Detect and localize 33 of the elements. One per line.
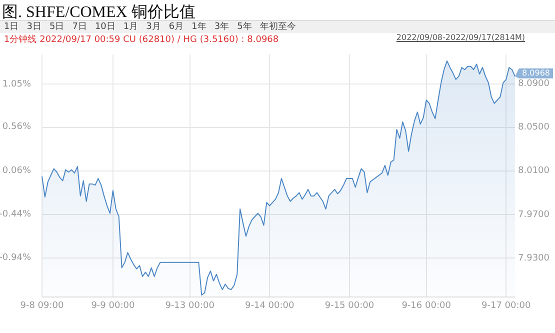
text: 7日	[71, 21, 88, 33]
x-tick-label: 9-14 00:00	[245, 300, 295, 311]
text: 1日	[3, 21, 20, 33]
text: 2022/09/08-2022/09/17(2814M)	[396, 33, 525, 42]
y-tick-label: 7.9300	[518, 253, 550, 264]
x-tick-label: 9-15 00:00	[324, 300, 374, 311]
chart-subtitle: 1分钟线 2022/09/17 00:59 CU (62810) / HG (3.5160) : 8.0968	[4, 34, 279, 46]
text: 10日	[94, 21, 116, 33]
chart-title: 图. SHFE/COMEX 铜价比值	[2, 2, 196, 22]
x-tick-label: 9-17 00:00	[482, 300, 532, 311]
text: 3月	[145, 21, 162, 33]
x-tick-label: 9-9 00:00	[91, 300, 135, 311]
y2-tick-label: 0.06%	[2, 166, 32, 176]
text: 3日	[26, 21, 42, 33]
y2-tick-label: 1.05%	[2, 79, 32, 90]
y-tick-label: 8.0500	[518, 122, 550, 133]
text: 1年	[190, 21, 208, 33]
x-tick-label: 9-8 09:00	[20, 300, 64, 311]
text: 3年	[213, 21, 230, 33]
text: 年初至今	[258, 21, 297, 33]
text: 5日	[48, 21, 66, 33]
y2-tick-label: 0.56%	[2, 122, 32, 132]
text: 5年	[236, 21, 253, 33]
x-tick-label: 9-13 00:00	[165, 300, 215, 311]
text: 8.0968	[522, 68, 550, 78]
text: 1月	[122, 21, 140, 33]
y-tick-label: 8.0900	[518, 79, 550, 90]
y2-tick-label: -0.44%	[0, 210, 32, 220]
text: 6月	[168, 21, 185, 33]
x-tick-label: 9-16 00:00	[402, 300, 452, 311]
y2-tick-label: -0.94%	[0, 253, 32, 264]
y-tick-label: 7.9700	[518, 210, 550, 220]
y-tick-label: 8.0100	[518, 166, 550, 176]
